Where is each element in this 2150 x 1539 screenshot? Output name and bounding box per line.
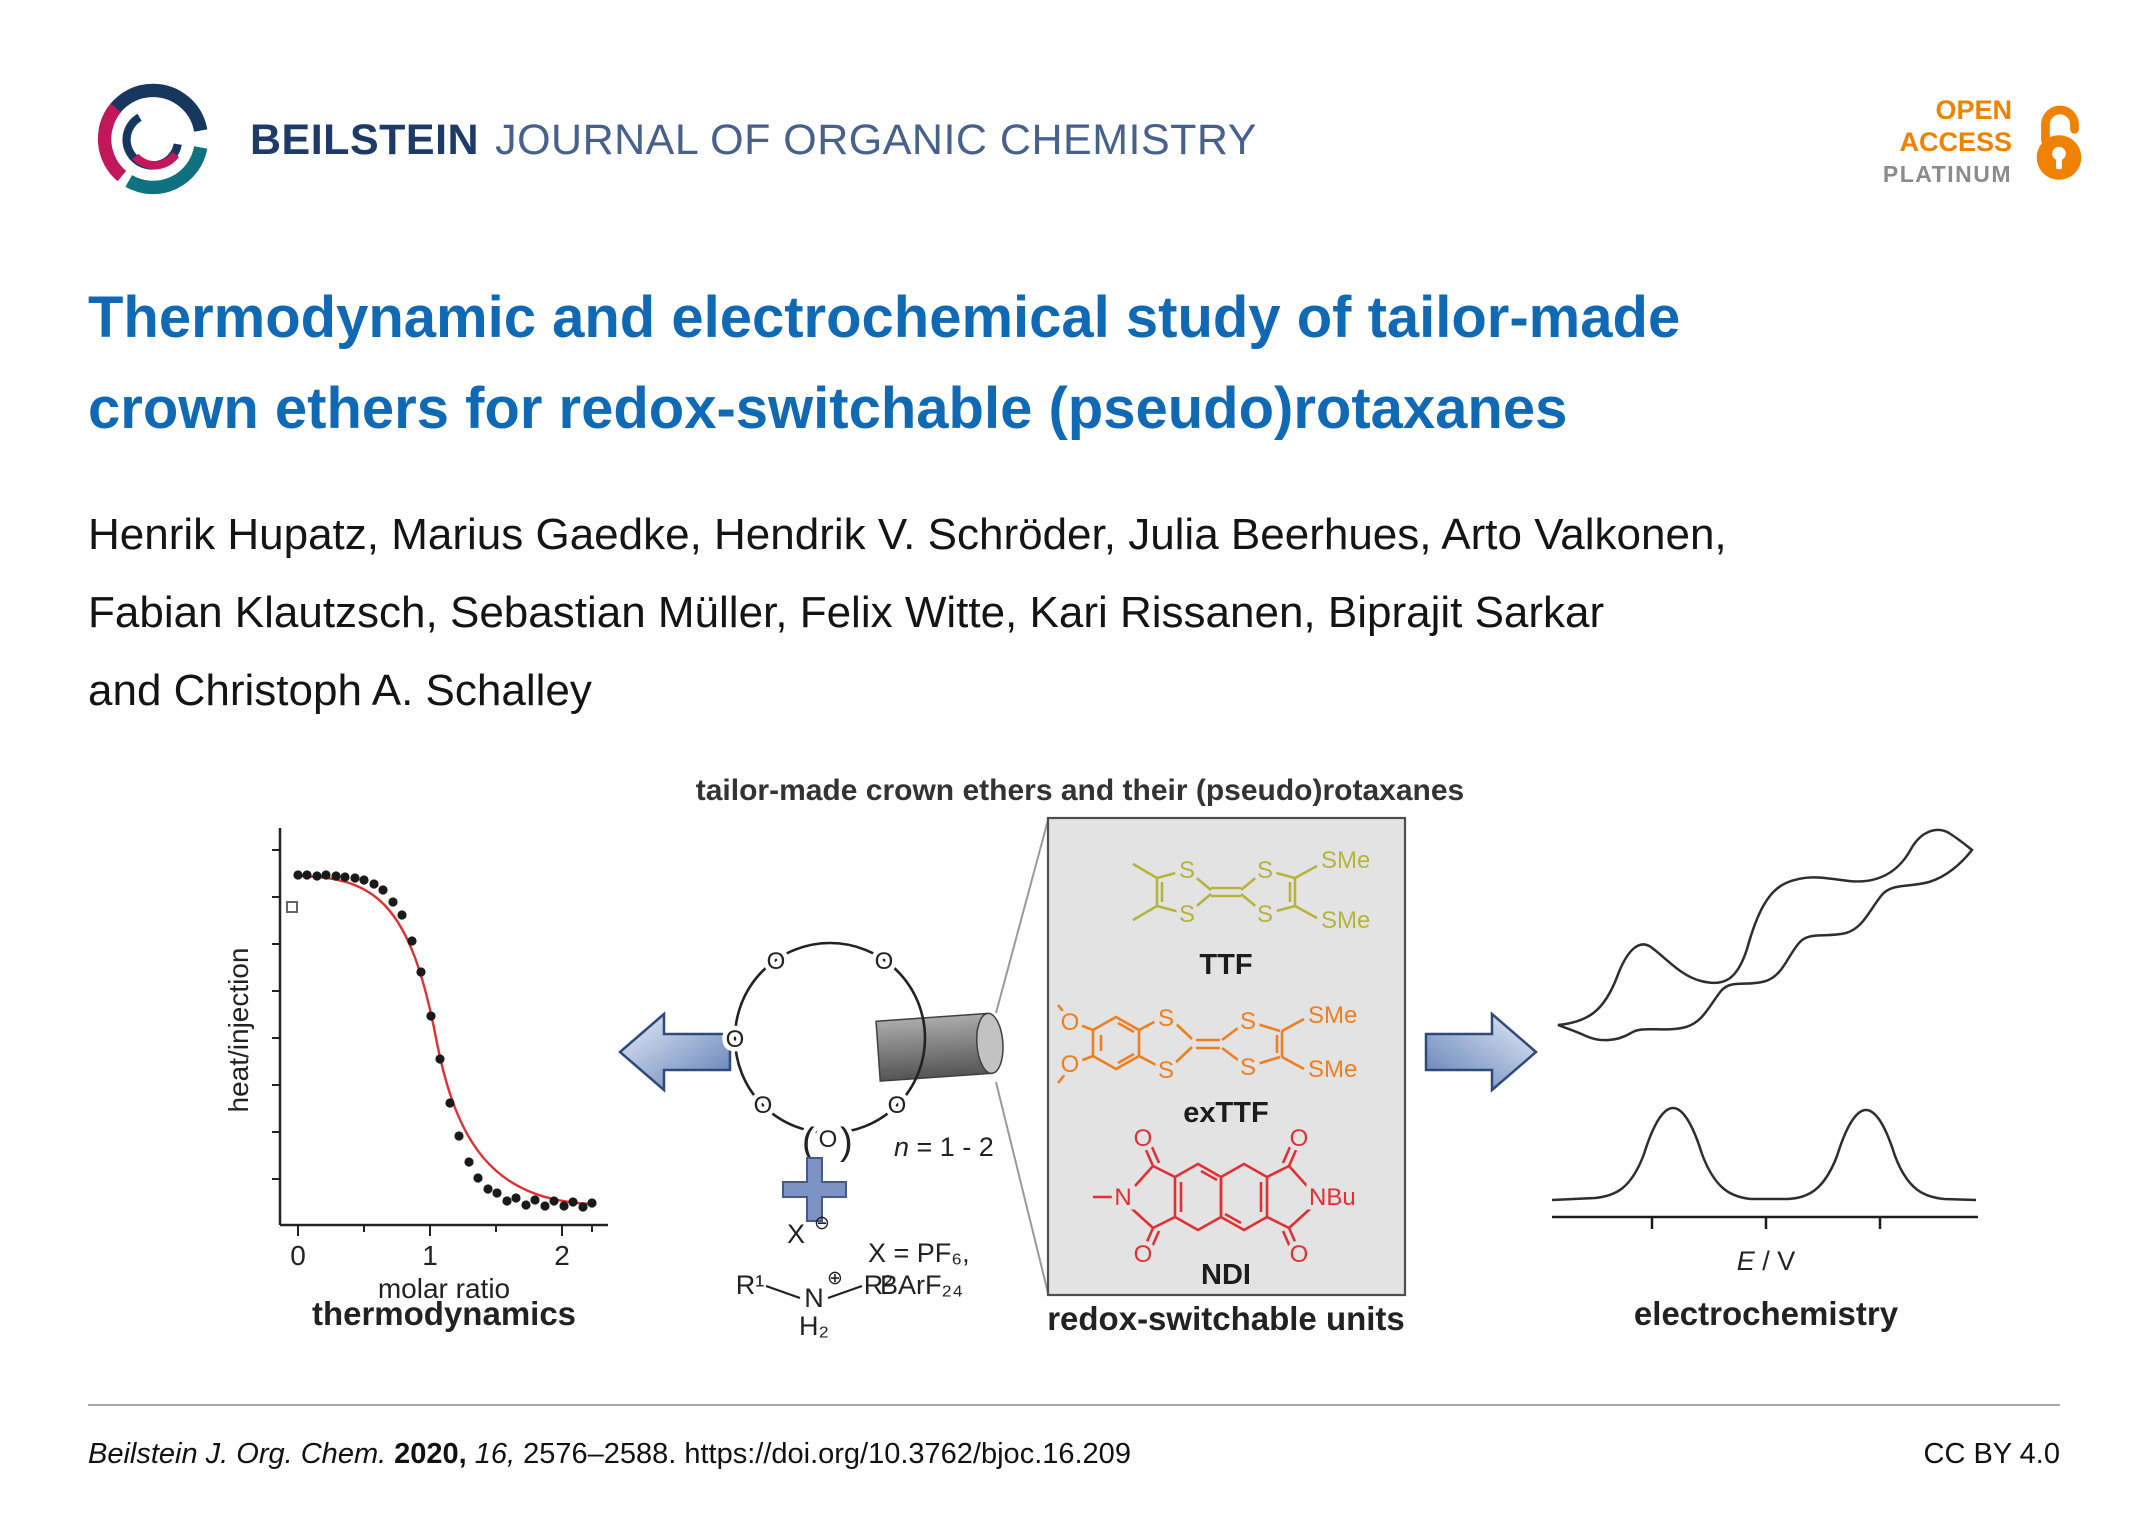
journal-name-bold: BEILSTEIN <box>250 116 480 164</box>
open-access-line2: ACCESS <box>1899 127 2012 157</box>
ttf-s-atom: S <box>1257 901 1273 928</box>
bond-r1-n <box>765 1284 801 1300</box>
license-label: CC BY 4.0 <box>1923 1438 2060 1470</box>
exttf-s-atom: S <box>1158 1057 1174 1084</box>
x-axis-label: molar ratio <box>378 1273 510 1304</box>
ammonium-salt-formula: X ⊖ X = PF₆, BArF₂₄ R¹ N ⊕ R² H₂ <box>736 1213 970 1341</box>
axle-rod <box>875 1012 1004 1082</box>
cyclic-voltammogram-curve <box>1557 828 1974 1042</box>
ring-size-label: n = 1 - 2 <box>894 1132 994 1162</box>
exttf-o-atom: O <box>1061 1009 1080 1036</box>
crown-ether-ring <box>733 941 927 1135</box>
counterion-x: X <box>787 1219 805 1249</box>
exttf-s-atom: S <box>1240 1008 1256 1035</box>
ttf-s-atom: S <box>1257 857 1273 884</box>
arrow-left-icon <box>618 1011 732 1093</box>
crown-o-atom: O <box>726 1026 745 1053</box>
exttf-s-atom: S <box>1158 1005 1174 1032</box>
ndi-nbu-group: NBu <box>1309 1184 1356 1211</box>
bond-n-r2 <box>827 1284 863 1300</box>
open-access-badge: OPEN ACCESS PLATINUM <box>1883 94 2090 190</box>
magnifier-line-top <box>995 819 1049 1014</box>
article-title: Thermodynamic and electrochemical study … <box>88 272 1680 454</box>
potential-axis <box>1552 1215 1978 1229</box>
y-axis-ticks <box>272 849 280 1180</box>
ttf-s-atom: S <box>1179 901 1195 928</box>
open-lock-icon <box>2036 105 2082 180</box>
ndi-o-atom: O <box>1134 1241 1153 1268</box>
potential-axis-label: E / V <box>1737 1246 1796 1276</box>
exttf-label: exTTF <box>1183 1097 1268 1129</box>
open-access-text: OPEN ACCESS PLATINUM <box>1883 94 2012 190</box>
y-axis-label: heat/injection <box>223 947 254 1112</box>
repeat-paren-open: ( <box>802 1121 815 1163</box>
ndi-o-atom: O <box>1134 1125 1153 1152</box>
h2-label: H₂ <box>799 1311 829 1341</box>
crown-oxygens: O O O O O <box>721 944 911 1124</box>
ndi-o-atom: O <box>1290 1125 1309 1152</box>
dpv-curve <box>1551 1106 1977 1202</box>
ttf-sme-group: SMe <box>1321 847 1370 874</box>
crown-o-atom: O <box>888 1092 907 1119</box>
citation-volume: 16, <box>474 1438 516 1470</box>
citation-year: 2020, <box>394 1438 467 1470</box>
citation-pages-doi[interactable]: 2576–2588. https://doi.org/10.3762/bjoc.… <box>523 1438 1131 1470</box>
exttf-sme-group: SMe <box>1308 1056 1357 1083</box>
outlier-square-marker <box>286 901 298 913</box>
abstract-caption: tailor-made crown ethers and their (pseu… <box>696 774 1465 807</box>
plus-icon <box>782 1157 847 1222</box>
nitrogen-atom: N <box>804 1283 824 1313</box>
ndi-label: NDI <box>1201 1259 1251 1291</box>
ttf-label: TTF <box>1199 949 1252 981</box>
minus-charge-symbol: ⊖ <box>814 1213 830 1234</box>
x-axis-ticks <box>297 1225 593 1236</box>
open-access-line3: PLATINUM <box>1882 161 2012 187</box>
citation: Beilstein J. Org. Chem. 2020, 16, 2576–2588… <box>88 1438 1139 1471</box>
ttf-sme-group: SMe <box>1321 907 1370 934</box>
r1-group: R¹ <box>736 1270 765 1300</box>
magnifier-line-bottom <box>995 1081 1049 1294</box>
repeat-paren-close: ) <box>840 1121 853 1163</box>
ttf-s-atom: S <box>1179 857 1195 884</box>
itc-plot: 0 1 2 molar ratio heat/injection thermod… <box>223 828 608 1332</box>
counterion-def-line2: BArF₂₄ <box>880 1270 963 1300</box>
x-tick-1: 1 <box>422 1240 438 1271</box>
crown-o-atom: O <box>754 1092 773 1119</box>
ndi-o-atom: O <box>1290 1241 1309 1268</box>
electrochemistry-label: electrochemistry <box>1634 1295 1899 1332</box>
thermodynamics-label: thermodynamics <box>312 1295 576 1332</box>
author-line3: and Christoph A. Schalley <box>88 666 592 715</box>
author-list: Henrik Hupatz, Marius Gaedke, Hendrik V.… <box>88 496 1727 730</box>
exttf-s-atom: S <box>1240 1054 1256 1081</box>
citation-journal: Beilstein J. Org. Chem. <box>88 1438 387 1470</box>
graphical-abstract: tailor-made crown ethers and their (pseu… <box>223 774 1978 1341</box>
counterion-def-line1: X = PF₆, <box>868 1238 970 1268</box>
exttf-o-atom: O <box>1061 1051 1080 1078</box>
ndi-n-atom: N <box>1114 1184 1131 1211</box>
r2-group: R² <box>864 1270 893 1300</box>
x-tick-2: 2 <box>554 1240 570 1271</box>
journal-name-rest: JOURNAL OF ORGANIC CHEMISTRY <box>495 116 1257 164</box>
footer-divider <box>88 1404 2060 1406</box>
author-line2: Fabian Klautzsch, Sebastian Müller, Feli… <box>88 588 1605 637</box>
data-points <box>293 870 597 1212</box>
crown-o-atom: O <box>875 948 894 975</box>
plus-charge-symbol: ⊕ <box>827 1268 843 1289</box>
article-title-line1: Thermodynamic and electrochemical study … <box>88 285 1681 350</box>
redox-units-caption: redox-switchable units <box>1047 1300 1405 1337</box>
pseudorotaxane-assembly: O O O O O ( O ) n = 1 - 2 <box>721 941 1004 1168</box>
crown-o-atom: O <box>767 948 786 975</box>
journal-masthead: BEILSTEIN JOURNAL OF ORGANIC CHEMISTRY <box>250 116 1257 165</box>
exttf-sme-group: SMe <box>1308 1002 1357 1029</box>
arrow-right-icon <box>1424 1011 1538 1093</box>
x-tick-0: 0 <box>290 1240 306 1271</box>
author-line1: Henrik Hupatz, Marius Gaedke, Hendrik V.… <box>88 510 1727 559</box>
article-title-line2: crown ethers for redox-switchable (pseud… <box>88 376 1568 441</box>
crown-o-repeat: O <box>819 1126 838 1153</box>
fit-curve <box>297 874 593 1206</box>
open-access-line1: OPEN <box>1935 95 2012 125</box>
beilstein-logo-icon <box>97 83 208 195</box>
